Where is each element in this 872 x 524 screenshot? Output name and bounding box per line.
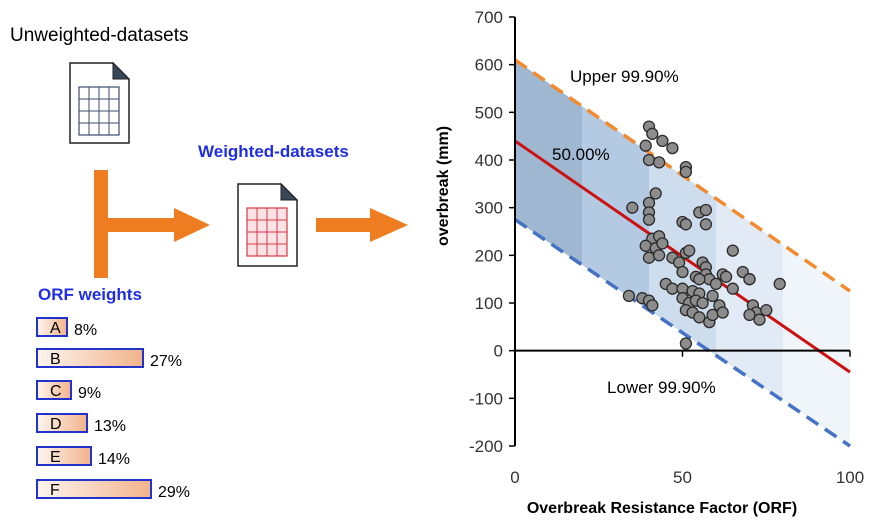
median-label: 50.00% bbox=[552, 145, 610, 164]
y-tick-label: 600 bbox=[475, 56, 503, 75]
orf-weights-title: ORF weights bbox=[38, 285, 142, 304]
data-point bbox=[699, 203, 713, 217]
orf-weight-percent: 8% bbox=[74, 322, 98, 339]
orf-weight-percent: 14% bbox=[98, 451, 131, 468]
data-point bbox=[642, 153, 656, 167]
output-arrow bbox=[316, 208, 408, 242]
orf-weight-letter: B bbox=[50, 351, 61, 368]
x-tick-label: 50 bbox=[673, 468, 692, 487]
y-tick-label: 500 bbox=[475, 103, 503, 122]
data-point bbox=[719, 270, 733, 283]
workflow-diagram bbox=[69, 61, 408, 278]
lower-bound-label: Lower 99.90% bbox=[607, 378, 716, 397]
lower-bound-line bbox=[514, 218, 851, 448]
data-point bbox=[706, 308, 719, 322]
data-point bbox=[683, 244, 696, 257]
y-tick-label: 200 bbox=[475, 246, 503, 265]
y-tick-label: 400 bbox=[475, 151, 503, 170]
orf-weight-bar: E bbox=[36, 446, 92, 466]
data-point bbox=[726, 282, 739, 295]
orf-weight-percent: 9% bbox=[78, 385, 102, 402]
data-point bbox=[753, 313, 766, 326]
data-point bbox=[639, 139, 652, 152]
data-point bbox=[642, 251, 656, 264]
data-point bbox=[652, 156, 666, 169]
data-point bbox=[706, 289, 719, 303]
y-tick-label: -100 bbox=[469, 389, 503, 408]
data-point bbox=[679, 165, 693, 179]
data-point bbox=[743, 308, 756, 322]
orf-weight-bar: D bbox=[36, 413, 88, 433]
x-axis-label: Overbreak Resistance Factor (ORF) bbox=[527, 500, 797, 517]
data-point bbox=[726, 244, 739, 257]
data-point bbox=[626, 201, 639, 214]
y-tick-label: -200 bbox=[469, 437, 503, 456]
data-point bbox=[773, 277, 786, 291]
data-point bbox=[622, 289, 636, 303]
data-point bbox=[709, 277, 723, 291]
data-point bbox=[649, 187, 662, 200]
weighted-datasets-label: Weighted-datasets bbox=[198, 142, 349, 161]
y-tick-label: 300 bbox=[475, 199, 503, 218]
orf-weight-bar: F bbox=[36, 479, 152, 499]
x-tick-label: 0 bbox=[510, 468, 519, 487]
orf-weight-percent: 27% bbox=[150, 353, 183, 370]
combine-arrow bbox=[94, 170, 210, 278]
data-point bbox=[696, 296, 709, 310]
unweighted-document-icon bbox=[69, 61, 131, 144]
data-point bbox=[656, 237, 669, 250]
data-point bbox=[646, 127, 659, 140]
data-point bbox=[666, 282, 679, 295]
orf-weight-letter: F bbox=[50, 482, 60, 499]
data-point bbox=[743, 273, 756, 286]
orf-weight-letter: D bbox=[50, 416, 62, 433]
confidence-band bbox=[582, 106, 649, 311]
orf-weight-percent: 13% bbox=[94, 418, 127, 435]
data-point bbox=[693, 273, 706, 286]
orf-weight-bar: A bbox=[36, 317, 68, 337]
confidence-band bbox=[716, 198, 783, 401]
weighted-document-icon bbox=[237, 182, 299, 267]
data-point bbox=[699, 218, 713, 231]
y-tick-label: 700 bbox=[475, 8, 503, 27]
orf-weight-letter: E bbox=[50, 449, 61, 466]
data-point bbox=[716, 306, 729, 319]
orf-weight-bar: B bbox=[36, 348, 144, 368]
data-point bbox=[652, 249, 666, 262]
data-point bbox=[639, 239, 652, 252]
data-point bbox=[666, 141, 679, 155]
data-point bbox=[656, 134, 669, 148]
y-axis-label: overbreak (mm) bbox=[435, 126, 452, 246]
orf-weight-letter: A bbox=[50, 320, 61, 337]
data-point bbox=[676, 265, 689, 279]
orf-weight-bar: C bbox=[36, 380, 72, 400]
data-point bbox=[760, 303, 773, 317]
orf-weight-letter: C bbox=[50, 383, 62, 400]
data-point bbox=[642, 213, 656, 226]
unweighted-datasets-label: Unweighted-datasets bbox=[10, 25, 189, 46]
data-point bbox=[693, 311, 706, 324]
x-tick-label: 100 bbox=[836, 468, 864, 487]
confidence-band bbox=[783, 244, 850, 446]
data-point bbox=[679, 218, 693, 231]
data-point bbox=[646, 299, 659, 312]
data-point bbox=[679, 337, 693, 350]
overbreak-chart: -200 -100 0 100 200 300 400 500 600 700 0 50 100 Upp… bbox=[435, 8, 864, 517]
y-tick-label: 100 bbox=[475, 294, 503, 313]
orf-weight-percent: 29% bbox=[158, 484, 191, 501]
upper-bound-label: Upper 99.90% bbox=[570, 67, 679, 86]
y-tick-label: 0 bbox=[494, 342, 503, 361]
